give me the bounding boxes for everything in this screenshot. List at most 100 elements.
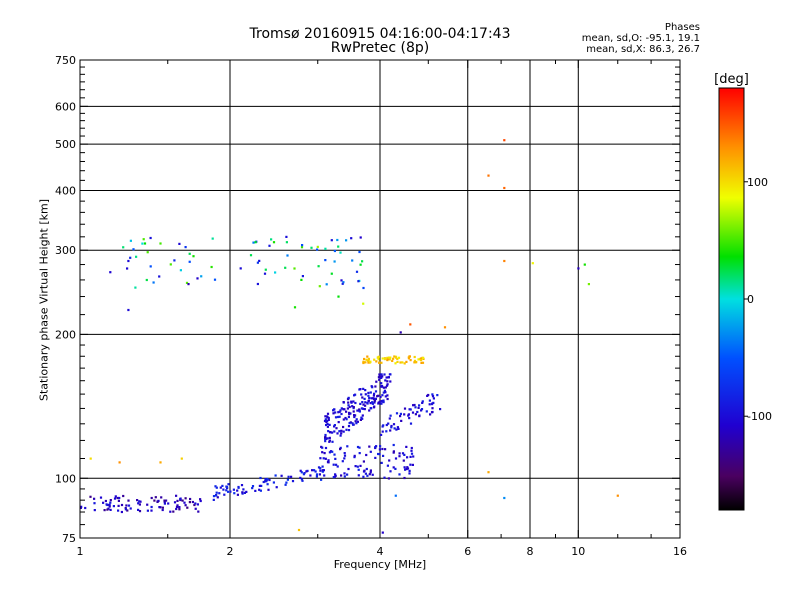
data-point xyxy=(340,407,343,410)
y-tick-label: 500 xyxy=(55,138,76,151)
data-point xyxy=(381,430,384,433)
data-point xyxy=(583,263,586,266)
data-point xyxy=(321,446,324,449)
data-point xyxy=(169,263,172,266)
data-point xyxy=(347,396,350,399)
data-point xyxy=(401,452,405,455)
data-point xyxy=(322,457,325,460)
data-point xyxy=(328,439,331,442)
data-point xyxy=(355,418,358,421)
data-point xyxy=(406,466,409,469)
data-point xyxy=(324,446,328,450)
data-point xyxy=(135,255,138,258)
data-point xyxy=(199,498,202,501)
data-point xyxy=(323,474,326,477)
data-point xyxy=(389,356,392,359)
data-point xyxy=(336,432,339,435)
data-point xyxy=(338,410,341,413)
data-point xyxy=(399,331,402,334)
data-point xyxy=(229,490,232,493)
data-point xyxy=(487,471,490,474)
data-point xyxy=(384,391,387,394)
data-point xyxy=(258,484,261,487)
data-point xyxy=(321,470,324,473)
data-point xyxy=(384,386,387,389)
data-point xyxy=(258,488,261,491)
data-point xyxy=(385,376,388,379)
data-point xyxy=(93,497,96,500)
data-point xyxy=(373,405,376,408)
x-tick-label: 4 xyxy=(377,545,384,558)
data-point xyxy=(241,491,244,494)
data-point xyxy=(398,473,401,476)
data-point xyxy=(372,397,375,400)
data-point xyxy=(387,357,390,360)
data-point xyxy=(222,488,225,491)
data-point xyxy=(334,457,337,460)
data-point xyxy=(200,275,203,278)
chart-subtitle: RwPretec (8p) xyxy=(330,40,430,56)
data-point xyxy=(286,478,289,481)
data-point xyxy=(179,269,182,272)
data-point xyxy=(233,492,236,495)
data-point xyxy=(240,484,244,487)
data-point xyxy=(242,488,245,491)
data-point xyxy=(215,494,218,497)
data-point xyxy=(218,492,221,495)
data-point xyxy=(124,507,127,510)
data-point xyxy=(326,425,329,428)
data-point xyxy=(358,408,361,411)
data-point xyxy=(387,422,390,425)
data-point xyxy=(362,403,365,406)
data-point xyxy=(309,474,312,477)
data-point xyxy=(326,422,329,425)
data-point xyxy=(413,403,416,407)
data-point xyxy=(396,426,399,429)
data-point xyxy=(352,406,355,409)
x-tick-label: 1 xyxy=(77,545,84,558)
data-point xyxy=(410,449,413,452)
data-point xyxy=(284,266,287,269)
data-point xyxy=(353,415,356,419)
data-point xyxy=(334,411,337,414)
data-point xyxy=(254,241,257,244)
data-point xyxy=(420,359,423,362)
data-point xyxy=(272,481,275,484)
data-point xyxy=(175,507,178,511)
data-point xyxy=(421,400,424,403)
data-point xyxy=(340,279,343,282)
y-tick-label: 400 xyxy=(55,184,76,197)
data-point xyxy=(324,259,327,262)
data-point xyxy=(359,388,362,391)
data-point xyxy=(262,480,265,484)
data-point xyxy=(352,410,355,413)
data-point xyxy=(225,486,229,489)
data-point xyxy=(342,281,345,284)
data-point xyxy=(367,394,370,397)
data-point xyxy=(364,472,367,475)
points-layer xyxy=(79,139,619,534)
data-point xyxy=(93,509,96,512)
data-point xyxy=(163,499,166,502)
data-point xyxy=(327,459,330,462)
data-point xyxy=(340,432,343,435)
data-point xyxy=(159,461,162,464)
data-point xyxy=(126,267,129,270)
data-point xyxy=(408,472,411,475)
data-point xyxy=(383,358,387,361)
data-point xyxy=(343,472,346,475)
data-point xyxy=(285,241,288,244)
data-point xyxy=(268,244,271,247)
data-point xyxy=(396,357,399,360)
data-point xyxy=(381,357,384,360)
data-point xyxy=(333,430,336,433)
data-point xyxy=(398,455,401,458)
data-point xyxy=(359,263,362,266)
data-point xyxy=(313,469,316,472)
data-point xyxy=(412,455,415,458)
data-point xyxy=(395,428,398,431)
data-point xyxy=(347,401,350,404)
y-tick-label: 600 xyxy=(55,100,76,113)
